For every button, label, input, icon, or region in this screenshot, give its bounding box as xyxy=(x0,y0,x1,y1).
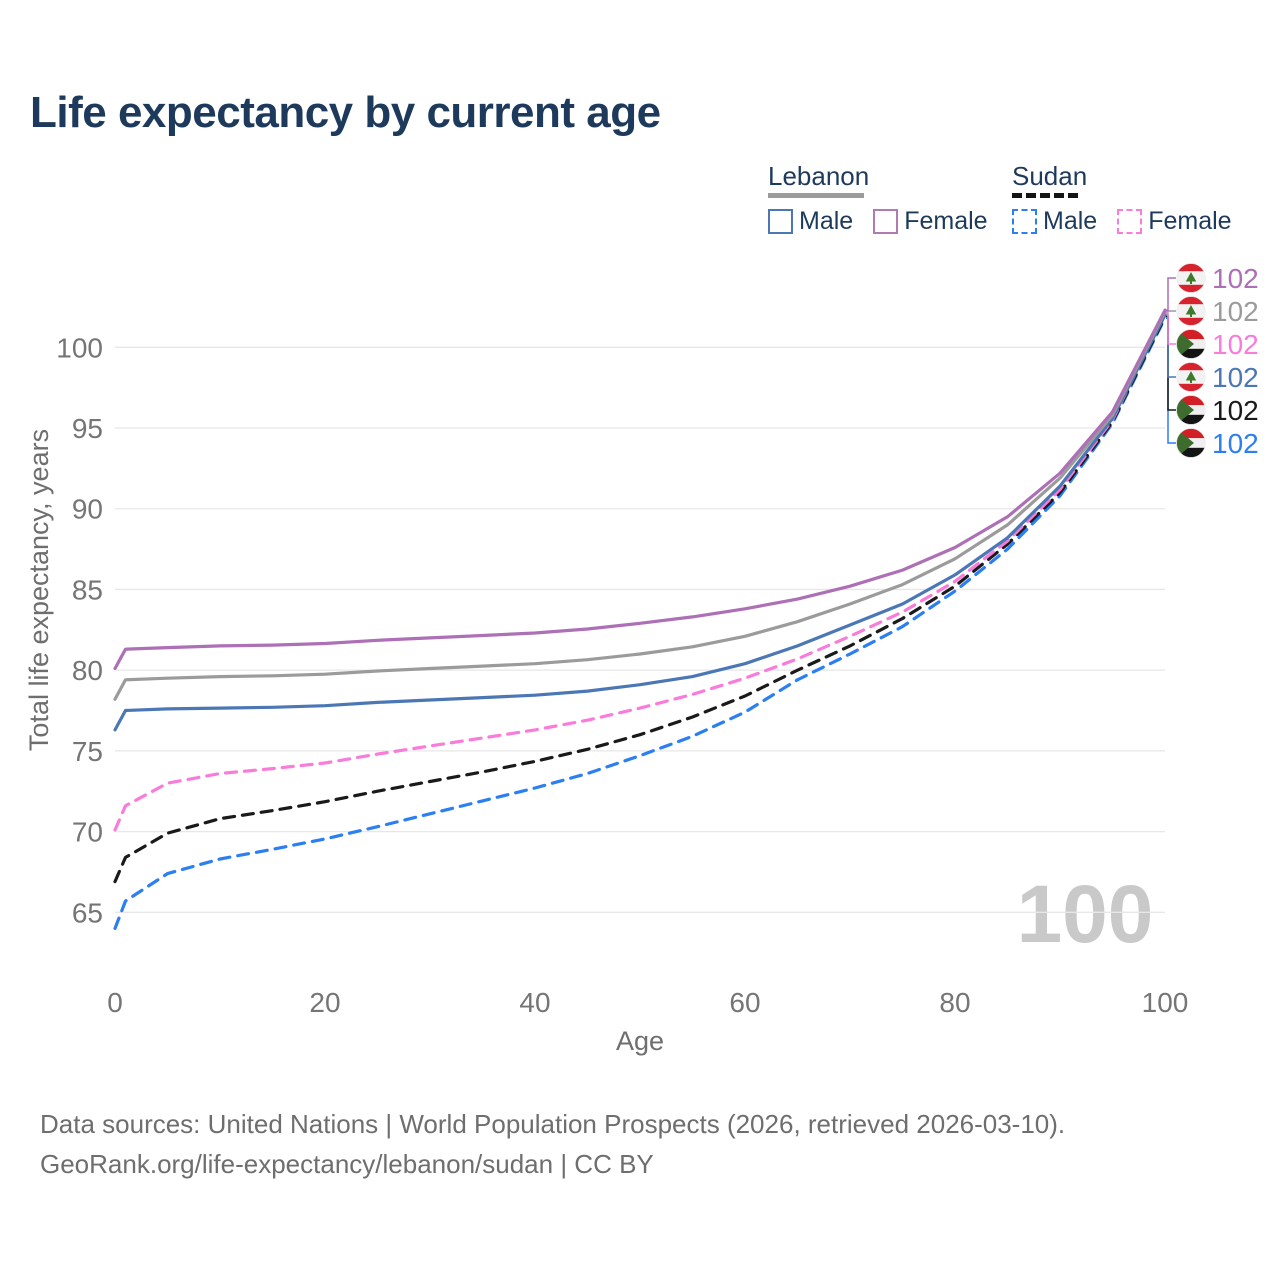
legend: Lebanon Male Female Sudan Male xyxy=(0,162,1280,242)
end-label-connector xyxy=(1166,277,1176,311)
x-tick-label: 20 xyxy=(309,987,340,1018)
x-tick-label: 40 xyxy=(519,987,550,1018)
series-line-lebanon-both-sexes[interactable] xyxy=(113,310,1167,701)
y-tick-label: 90 xyxy=(72,494,103,525)
checkbox-sudan-male-icon[interactable] xyxy=(1012,209,1037,234)
checkbox-sudan-female-icon[interactable] xyxy=(1117,209,1143,234)
legend-group-label-lebanon[interactable]: Lebanon xyxy=(768,161,870,191)
end-label-connector xyxy=(1166,314,1176,378)
footer-data-sources: Data sources: United Nations | World Pop… xyxy=(40,1109,1066,1139)
y-tick-label: 75 xyxy=(72,736,103,767)
series-line-lebanon-female[interactable] xyxy=(113,308,1167,671)
x-tick-label: 0 xyxy=(107,987,123,1018)
x-tick-label: 60 xyxy=(729,987,760,1018)
series-line-lebanon-male[interactable] xyxy=(113,313,1167,732)
current-age-watermark: 100 xyxy=(1017,869,1154,960)
footer: Data sources: United Nations | World Pop… xyxy=(40,1104,1065,1184)
series-line-sudan-both-sexes[interactable] xyxy=(113,315,1167,884)
end-label-connector xyxy=(1166,312,1176,345)
x-axis-title: Age xyxy=(616,1026,664,1056)
lebanon-flag-icon xyxy=(1176,296,1206,326)
series-end-value-label: 102 xyxy=(1212,395,1259,426)
checkbox-lebanon-female-icon[interactable] xyxy=(873,209,899,234)
sudan-series-line-swatch xyxy=(1012,193,1078,198)
legend-item-sudan-male[interactable]: Male xyxy=(1012,207,1097,236)
series-end-value-label: 102 xyxy=(1212,329,1259,360)
y-tick-label: 95 xyxy=(72,413,103,444)
checkbox-lebanon-male-icon[interactable] xyxy=(768,209,793,234)
sudan-flag-icon xyxy=(1176,395,1206,425)
y-tick-label: 100 xyxy=(56,332,103,363)
legend-group-label-sudan[interactable]: Sudan xyxy=(1012,161,1088,191)
legend-item-label: Male xyxy=(799,207,854,235)
x-tick-label: 100 xyxy=(1142,987,1189,1018)
legend-item-sudan-female[interactable]: Female xyxy=(1117,207,1232,236)
y-axis-title: Total life expectancy, years xyxy=(24,429,54,751)
footer-attribution: GeoRank.org/life-expectancy/lebanon/suda… xyxy=(40,1149,654,1179)
legend-group-lebanon: Lebanon Male Female xyxy=(768,162,1008,236)
series-end-value-label: 102 xyxy=(1212,428,1259,459)
lebanon-series-line-swatch xyxy=(768,193,864,198)
lebanon-flag-icon xyxy=(1176,362,1206,392)
series-end-value-label: 102 xyxy=(1212,296,1259,327)
end-label-connector xyxy=(1166,310,1176,313)
legend-item-label: Male xyxy=(1043,207,1098,235)
legend-item-lebanon-male[interactable]: Male xyxy=(768,207,853,236)
legend-item-lebanon-female[interactable]: Female xyxy=(873,207,988,236)
page-title: Life expectancy by current age xyxy=(30,88,661,137)
legend-group-sudan: Sudan Male Female xyxy=(1012,162,1252,236)
series-line-sudan-male[interactable] xyxy=(113,316,1167,930)
legend-item-label: Female xyxy=(904,207,988,235)
y-tick-label: 80 xyxy=(72,655,103,686)
series-line-sudan-female[interactable] xyxy=(113,311,1167,832)
sudan-flag-icon xyxy=(1176,428,1206,458)
y-tick-label: 65 xyxy=(72,897,103,928)
x-tick-label: 80 xyxy=(939,987,970,1018)
series-end-value-label: 102 xyxy=(1212,263,1259,294)
y-tick-label: 85 xyxy=(72,574,103,605)
lebanon-flag-icon xyxy=(1176,263,1206,293)
y-tick-label: 70 xyxy=(72,817,103,848)
legend-item-label: Female xyxy=(1148,207,1232,235)
series-end-value-label: 102 xyxy=(1212,362,1259,393)
sudan-flag-icon xyxy=(1176,329,1206,359)
